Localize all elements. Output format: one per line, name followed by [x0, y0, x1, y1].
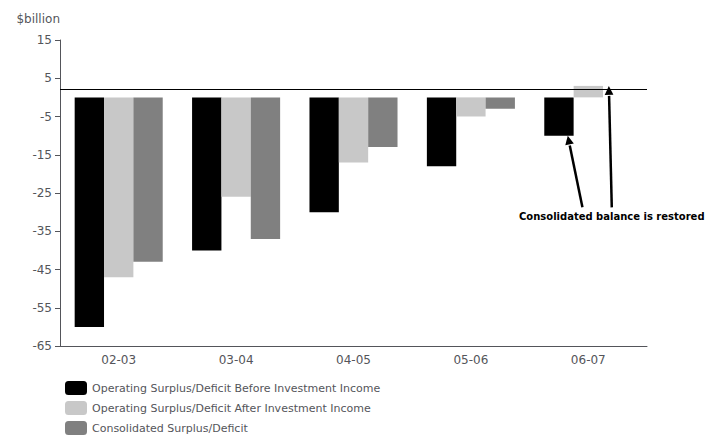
- svg-text:Consolidated balance is restor: Consolidated balance is restored: [519, 211, 705, 222]
- svg-text:04-05: 04-05: [336, 353, 371, 367]
- svg-text:-15: -15: [32, 148, 52, 162]
- svg-text:-25: -25: [32, 186, 52, 200]
- svg-text:-45: -45: [32, 263, 52, 277]
- svg-text:-5: -5: [40, 110, 52, 124]
- svg-text:Operating Surplus/Deficit Befo: Operating Surplus/Deficit Before Investm…: [92, 382, 380, 395]
- svg-text:Operating Surplus/Deficit Afte: Operating Surplus/Deficit After Investme…: [92, 402, 371, 415]
- svg-text:5: 5: [44, 71, 52, 85]
- svg-text:15: 15: [37, 33, 52, 47]
- svg-text:06-07: 06-07: [571, 353, 606, 367]
- svg-text:-65: -65: [32, 339, 52, 353]
- svg-text:Consolidated Surplus/Deficit: Consolidated Surplus/Deficit: [92, 422, 248, 435]
- svg-text:-35: -35: [32, 224, 52, 238]
- svg-text:02-03: 02-03: [101, 353, 136, 367]
- svg-text:05-06: 05-06: [453, 353, 488, 367]
- svg-text:03-04: 03-04: [219, 353, 254, 367]
- svg-text:$billion: $billion: [16, 12, 60, 26]
- svg-text:-55: -55: [32, 301, 52, 315]
